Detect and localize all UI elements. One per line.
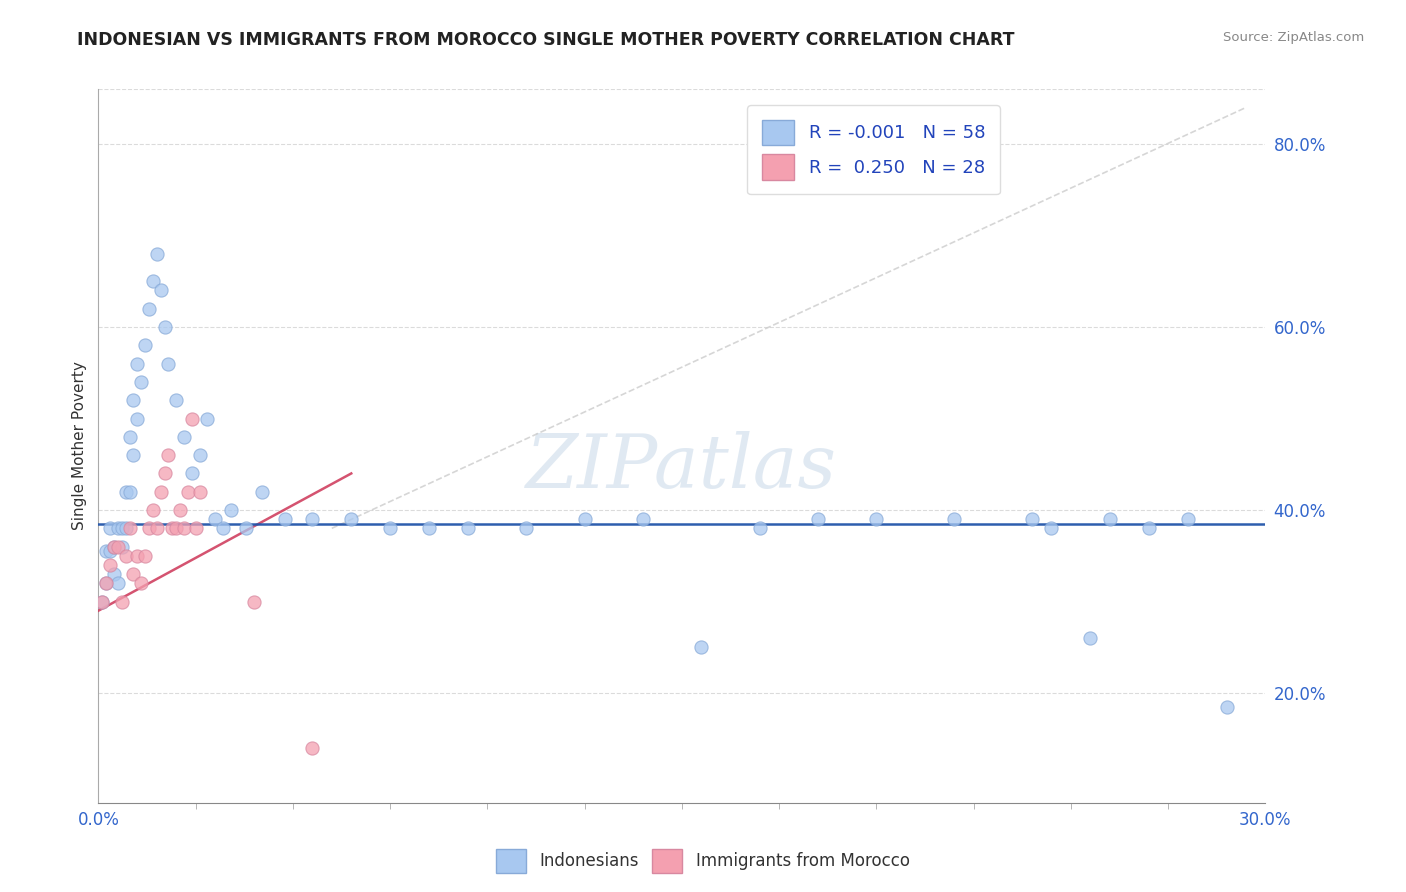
Point	[129, 576, 152, 591]
Point	[138, 301, 160, 316]
Point	[142, 503, 165, 517]
Point	[107, 540, 129, 554]
Point	[301, 512, 323, 526]
Point	[103, 567, 125, 582]
Point	[127, 357, 149, 371]
Point	[1215, 699, 1237, 714]
Point	[103, 540, 125, 554]
Point	[114, 549, 136, 563]
Point	[111, 540, 134, 554]
Point	[153, 320, 176, 334]
Point	[118, 521, 141, 535]
Legend: R = -0.001   N = 58, R =  0.250   N = 28: R = -0.001 N = 58, R = 0.250 N = 28	[748, 105, 1000, 194]
Point	[169, 503, 191, 517]
Point	[165, 521, 187, 535]
Point	[96, 576, 118, 591]
Point	[418, 521, 440, 535]
Point	[114, 521, 136, 535]
Point	[129, 375, 152, 389]
Point	[122, 448, 145, 462]
Point	[91, 594, 114, 608]
Y-axis label: Single Mother Poverty: Single Mother Poverty	[72, 361, 87, 531]
Point	[157, 448, 180, 462]
Point	[212, 521, 235, 535]
Point	[127, 549, 149, 563]
Text: INDONESIAN VS IMMIGRANTS FROM MOROCCO SINGLE MOTHER POVERTY CORRELATION CHART: INDONESIAN VS IMMIGRANTS FROM MOROCCO SI…	[77, 31, 1015, 49]
Point	[122, 393, 145, 408]
Point	[943, 512, 966, 526]
Point	[180, 467, 202, 481]
Point	[184, 521, 207, 535]
Point	[91, 594, 114, 608]
Legend: Indonesians, Immigrants from Morocco: Indonesians, Immigrants from Morocco	[489, 842, 917, 880]
Point	[1098, 512, 1121, 526]
Text: ZIPatlas: ZIPatlas	[526, 431, 838, 504]
Point	[134, 549, 156, 563]
Point	[98, 521, 121, 535]
Point	[340, 512, 363, 526]
Point	[142, 274, 165, 288]
Point	[690, 640, 713, 655]
Point	[122, 567, 145, 582]
Point	[138, 521, 160, 535]
Point	[149, 484, 172, 499]
Point	[146, 247, 169, 261]
Point	[134, 338, 156, 352]
Point	[807, 512, 830, 526]
Point	[107, 521, 129, 535]
Point	[195, 411, 218, 425]
Point	[107, 576, 129, 591]
Point	[98, 558, 121, 572]
Point	[103, 540, 125, 554]
Point	[118, 430, 141, 444]
Point	[301, 740, 323, 755]
Point	[96, 544, 118, 558]
Point	[188, 448, 211, 462]
Point	[1040, 521, 1063, 535]
Point	[173, 521, 195, 535]
Point	[111, 521, 134, 535]
Point	[631, 512, 654, 526]
Point	[177, 484, 200, 499]
Point	[118, 484, 141, 499]
Point	[243, 594, 266, 608]
Point	[173, 430, 195, 444]
Point	[274, 512, 297, 526]
Point	[153, 467, 176, 481]
Point	[574, 512, 596, 526]
Point	[235, 521, 257, 535]
Point	[165, 393, 187, 408]
Point	[149, 284, 172, 298]
Point	[865, 512, 887, 526]
Point	[204, 512, 226, 526]
Point	[748, 521, 770, 535]
Point	[250, 484, 273, 499]
Point	[457, 521, 479, 535]
Point	[98, 544, 121, 558]
Point	[114, 484, 136, 499]
Point	[96, 576, 118, 591]
Point	[1137, 521, 1160, 535]
Point	[188, 484, 211, 499]
Point	[146, 521, 169, 535]
Point	[219, 503, 242, 517]
Point	[380, 521, 402, 535]
Point	[515, 521, 537, 535]
Point	[1021, 512, 1043, 526]
Point	[157, 357, 180, 371]
Point	[180, 411, 202, 425]
Point	[1177, 512, 1199, 526]
Text: Source: ZipAtlas.com: Source: ZipAtlas.com	[1223, 31, 1364, 45]
Point	[162, 521, 184, 535]
Point	[127, 411, 149, 425]
Point	[111, 594, 134, 608]
Point	[1080, 631, 1102, 645]
